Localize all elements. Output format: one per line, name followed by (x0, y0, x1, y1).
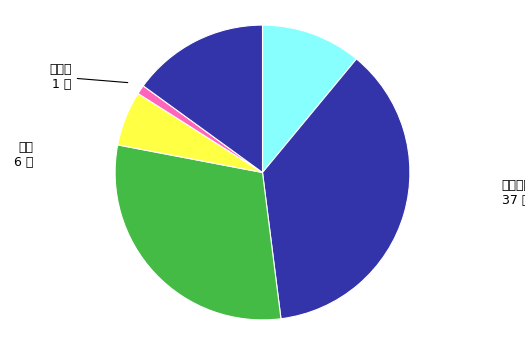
Wedge shape (143, 25, 262, 172)
Text: 不満
6 ％: 不満 6 ％ (14, 141, 34, 169)
Wedge shape (262, 59, 410, 319)
Wedge shape (118, 93, 262, 172)
Wedge shape (138, 86, 262, 172)
Wedge shape (262, 25, 356, 172)
Text: その他
1 ％: その他 1 ％ (49, 63, 128, 91)
Wedge shape (115, 145, 281, 320)
Text: 有意義だった
37 ％: 有意義だった 37 ％ (502, 179, 525, 207)
